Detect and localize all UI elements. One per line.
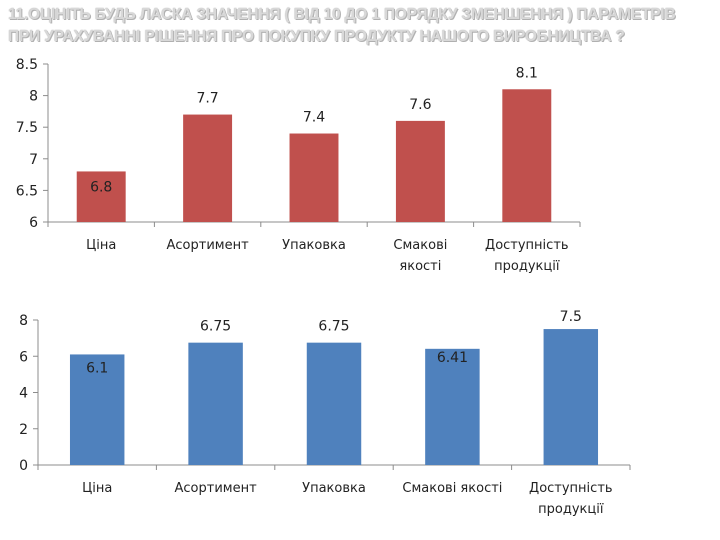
bar (543, 329, 599, 465)
data-label: 7.5 (560, 309, 582, 325)
y-tick-label: 8 (19, 313, 28, 329)
data-label: 7.7 (196, 91, 218, 107)
category-label: Упаковка (282, 238, 346, 253)
y-tick-label: 2 (19, 422, 28, 438)
data-label: 6.41 (437, 350, 468, 366)
y-tick-label: 6.5 (16, 183, 38, 199)
category-label: Ціна (82, 481, 112, 496)
data-label: 7.6 (409, 97, 431, 113)
bar (306, 342, 362, 465)
y-tick-label: 6 (19, 349, 28, 365)
y-tick-label: 7 (29, 152, 38, 168)
category-label: Смакові (393, 238, 447, 253)
y-tick-label: 0 (19, 458, 28, 474)
y-tick-label: 8 (29, 89, 38, 105)
bar (69, 354, 125, 465)
category-label: продукції (538, 502, 604, 517)
y-tick-label: 8.5 (16, 57, 38, 73)
data-label: 6.8 (90, 179, 112, 195)
bar (76, 171, 126, 222)
category-label: якості (399, 259, 441, 274)
data-label: 8.1 (516, 65, 538, 81)
category-label: Доступність (529, 481, 613, 496)
bar (502, 89, 552, 222)
bar (183, 114, 233, 222)
bar (425, 348, 480, 465)
category-label: Асортимент (167, 238, 250, 253)
bar (395, 120, 445, 222)
category-label: Доступність (485, 238, 569, 253)
bar (289, 133, 339, 222)
y-tick-label: 4 (19, 386, 28, 402)
category-label: Ціна (86, 238, 116, 253)
y-tick-label: 7.5 (16, 120, 38, 136)
bar (188, 342, 243, 465)
y-tick-label: 6 (29, 215, 38, 231)
data-label: 7.4 (303, 110, 325, 126)
category-label: Упаковка (302, 481, 366, 496)
data-label: 6.75 (318, 319, 349, 335)
title-line-1: 11.ОЦІНІТЬ БУДЬ ЛАСКА ЗНАЧЕННЯ ( ВІД 10 … (8, 6, 676, 23)
category-label: продукції (494, 259, 560, 274)
slide-title: 11.ОЦІНІТЬ БУДЬ ЛАСКА ЗНАЧЕННЯ ( ВІД 10 … (8, 4, 712, 48)
category-label: Смакові якості (402, 481, 502, 496)
title-line-2: ПРИ УРАХУВАННІ РІШЕННЯ ПРО ПОКУПКУ ПРОДУ… (8, 28, 625, 45)
category-label: Асортимент (175, 481, 258, 496)
chart-1: 6 6.5 7 7.5 8 8.5 6.8 Ціна 7.7 Асортимент 7.4 Упако… (16, 57, 581, 274)
data-label: 6.1 (86, 360, 108, 376)
data-label: 6.75 (200, 319, 231, 335)
